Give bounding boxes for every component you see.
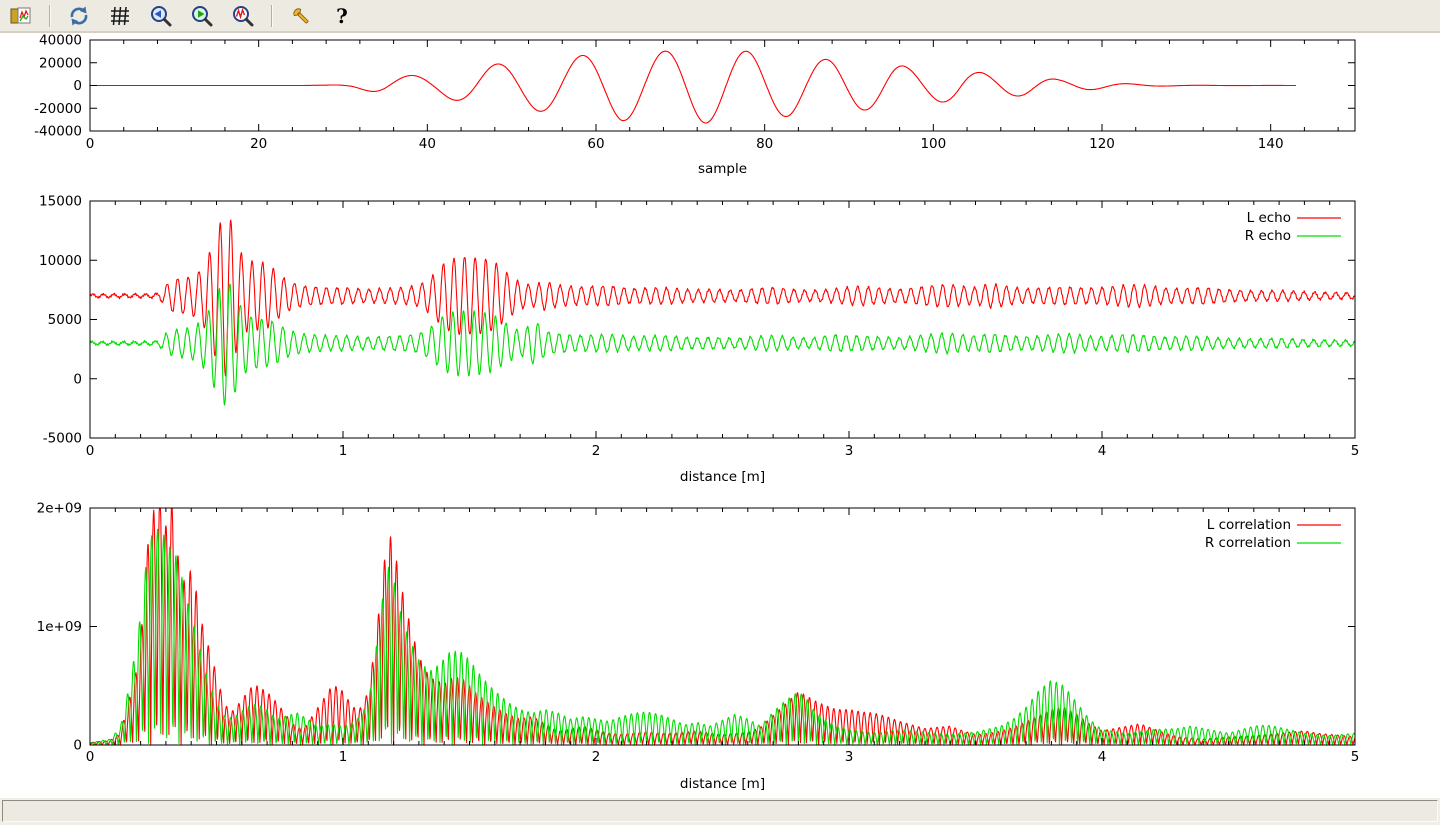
wrench-icon <box>293 7 309 23</box>
svg-text:5: 5 <box>1351 749 1360 765</box>
zoom-next-button[interactable] <box>187 2 217 29</box>
svg-text:0: 0 <box>73 78 82 94</box>
svg-text:140: 140 <box>1258 136 1284 152</box>
svg-text:20000: 20000 <box>39 55 82 71</box>
series-l-correlation <box>89 507 1356 746</box>
svg-text:10000: 10000 <box>39 253 82 269</box>
svg-text:-5000: -5000 <box>43 431 82 447</box>
svg-text:0: 0 <box>73 738 82 754</box>
grid-icon <box>111 6 129 25</box>
x-axis-label: distance [m] <box>680 776 765 792</box>
statusbar-field <box>2 800 1438 822</box>
x-axis-label: sample <box>698 161 747 177</box>
svg-text:0: 0 <box>86 443 95 459</box>
legend-label: L correlation <box>1207 517 1291 533</box>
svg-text:20: 20 <box>250 136 267 152</box>
series-l-echo <box>89 219 1356 377</box>
toolbar-separator <box>49 4 51 27</box>
svg-text:2: 2 <box>592 749 601 765</box>
chart-3: 0 1 2 3 4 5 0 1e+09 2e+09 distance [m] L correlati… <box>37 501 1360 793</box>
refresh-icon <box>70 6 88 25</box>
svg-text:4: 4 <box>1098 443 1107 459</box>
zoom-next-icon <box>192 5 213 26</box>
toolbar: ? <box>0 0 1440 33</box>
svg-text:1: 1 <box>339 443 348 459</box>
svg-text:3: 3 <box>845 749 854 765</box>
svg-text:2e+09: 2e+09 <box>37 501 82 517</box>
svg-text:0: 0 <box>86 136 95 152</box>
svg-text:100: 100 <box>920 136 946 152</box>
help-icon: ? <box>336 4 348 28</box>
svg-text:?: ? <box>336 4 348 28</box>
configure-button[interactable] <box>286 2 316 29</box>
svg-text:0: 0 <box>86 749 95 765</box>
copy-to-clipboard-button[interactable] <box>6 2 36 29</box>
plots-svg[interactable]: 0 20 40 60 80 100 120 140-40000-200000200004000… <box>0 33 1440 798</box>
autoscale-icon <box>233 5 254 26</box>
svg-text:60: 60 <box>587 136 604 152</box>
legend-label: R correlation <box>1205 535 1291 551</box>
svg-text:15000: 15000 <box>39 194 82 210</box>
svg-text:1e+09: 1e+09 <box>37 619 82 635</box>
clipboard-icon <box>10 7 31 23</box>
toggle-grid-button[interactable] <box>105 2 135 29</box>
autoscale-button[interactable] <box>228 2 258 29</box>
series-r-correlation <box>89 528 1356 746</box>
svg-text:120: 120 <box>1089 136 1115 152</box>
svg-text:40: 40 <box>419 136 436 152</box>
svg-text:-40000: -40000 <box>34 124 82 140</box>
svg-text:2: 2 <box>592 443 601 459</box>
svg-text:80: 80 <box>756 136 773 152</box>
statusbar <box>0 798 1440 825</box>
svg-text:5: 5 <box>1351 443 1360 459</box>
chart-1: 0 20 40 60 80 100 120 140 -40000 -20000 0 20000 4000… <box>34 33 1356 177</box>
svg-text:-20000: -20000 <box>34 101 82 117</box>
series-r-echo <box>89 283 1356 406</box>
help-button[interactable]: ? <box>327 2 357 29</box>
series-pulse <box>89 50 1297 124</box>
toolbar-separator <box>271 4 273 27</box>
legend-label: R echo <box>1245 228 1291 244</box>
zoom-previous-button[interactable] <box>146 2 176 29</box>
replot-button[interactable] <box>64 2 94 29</box>
x-axis-label: distance [m] <box>680 469 765 485</box>
plot-canvas[interactable]: 0 20 40 60 80 100 120 140 -40000 -20000 0 20000 4000… <box>0 33 1440 798</box>
legend-label: L echo <box>1247 210 1291 226</box>
svg-text:0: 0 <box>73 371 82 387</box>
svg-text:4: 4 <box>1098 749 1107 765</box>
svg-text:40000: 40000 <box>39 33 82 49</box>
svg-text:1: 1 <box>339 749 348 765</box>
svg-text:5000: 5000 <box>48 312 82 328</box>
svg-text:3: 3 <box>845 443 854 459</box>
zoom-previous-icon <box>151 5 172 26</box>
